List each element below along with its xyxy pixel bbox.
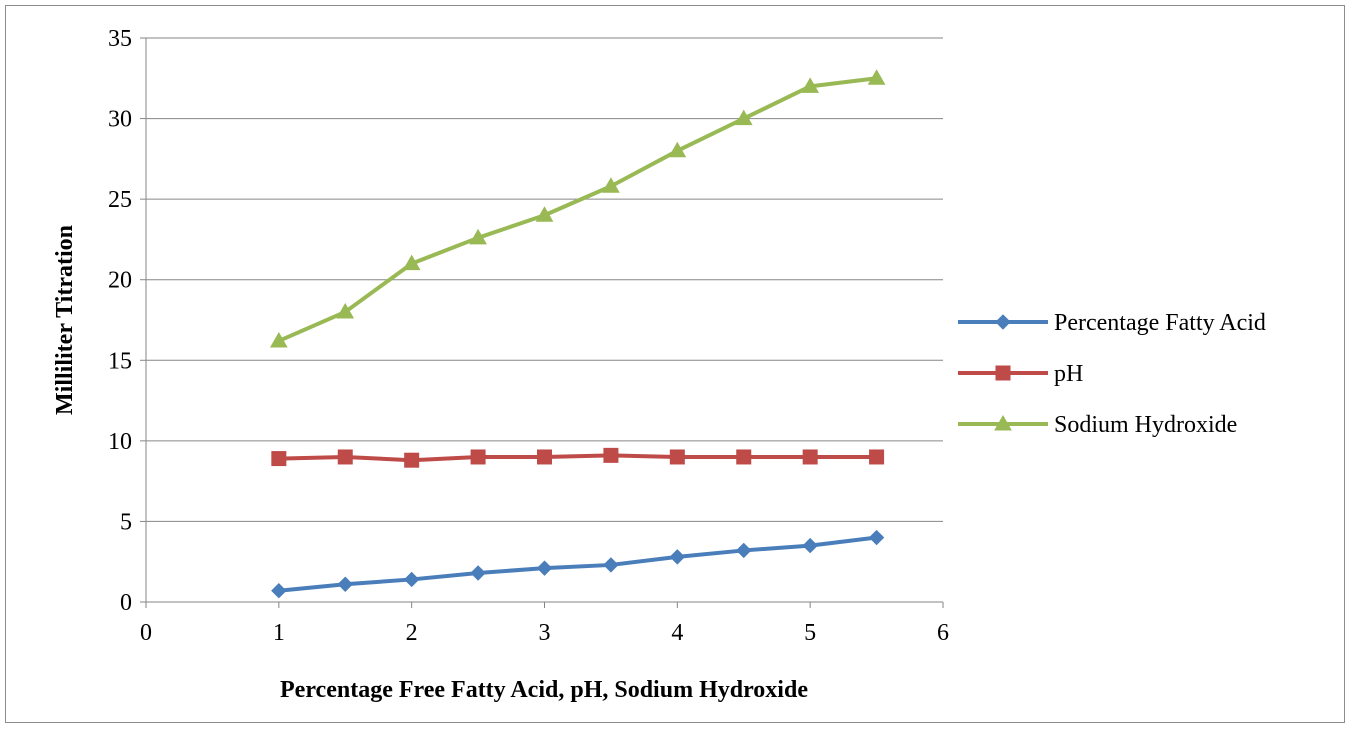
gridlines: [146, 37, 943, 522]
data-point: [271, 451, 287, 467]
legend-item: pH: [958, 361, 1083, 387]
series-percentage-fatty-acid: [271, 529, 885, 599]
x-tick-label: 2: [406, 620, 418, 646]
data-point: [469, 228, 487, 245]
data-point: [470, 449, 486, 465]
series-ph: [271, 447, 885, 468]
data-point: [403, 571, 420, 588]
legend-marker: [995, 314, 1011, 330]
data-point: [470, 565, 486, 581]
data-point: [537, 449, 552, 465]
series-line: [278, 535, 877, 593]
legend-label: Percentage Fatty Acid: [1054, 310, 1266, 336]
data-point: [603, 447, 619, 463]
y-axis: 0 5 10 15 20 25 30 35: [108, 26, 147, 616]
series-sodium-hydroxide: [269, 69, 886, 348]
data-point: [802, 449, 818, 465]
data-point: [669, 549, 686, 565]
x-tick-label: 6: [937, 620, 949, 646]
x-tick-label: 4: [671, 620, 683, 646]
x-tick-label: 1: [273, 620, 285, 646]
y-tick-label: 5: [120, 509, 132, 535]
legend-label: Sodium Hydroxide: [1054, 412, 1237, 438]
data-point: [669, 449, 685, 465]
data-point: [867, 69, 886, 85]
data-point: [868, 529, 885, 546]
data-point: [602, 177, 620, 193]
data-point: [535, 206, 554, 222]
legend-label: pH: [1054, 361, 1083, 387]
data-point: [736, 449, 752, 465]
data-point: [337, 576, 353, 592]
data-point: [402, 254, 421, 271]
legend-item: Sodium Hydroxide: [958, 412, 1237, 438]
data-point: [536, 560, 553, 576]
data-point: [869, 449, 885, 465]
legend: Percentage Fatty Acid pH Sodium Hydroxide: [958, 310, 1266, 438]
data-point: [337, 449, 353, 465]
y-axis-title: Milliliter Titration: [52, 225, 78, 415]
legend-marker: [995, 365, 1011, 381]
data-point: [404, 452, 420, 468]
y-tick-label: 25: [108, 187, 132, 213]
data-point: [801, 77, 820, 93]
x-axis: 0 1 2 3 4 5 6: [140, 601, 949, 646]
y-tick-label: 10: [108, 429, 132, 455]
y-tick-label: 0: [120, 590, 132, 616]
data-point: [668, 141, 687, 158]
legend-marker: [994, 414, 1012, 431]
data-point: [269, 331, 288, 348]
x-tick-label: 0: [140, 620, 152, 646]
y-tick-label: 20: [108, 268, 132, 294]
data-point: [802, 537, 818, 554]
series-line: [278, 453, 877, 463]
series-layer: [269, 69, 886, 599]
y-tick-label: 30: [108, 107, 132, 133]
data-point: [336, 302, 355, 319]
x-tick-label: 5: [804, 620, 816, 646]
legend-item: Percentage Fatty Acid: [958, 310, 1266, 336]
data-point: [271, 583, 287, 599]
data-point: [734, 109, 753, 126]
data-point: [603, 557, 619, 573]
series-line: [278, 76, 877, 343]
y-tick-label: 35: [108, 26, 132, 52]
x-tick-label: 3: [539, 620, 551, 646]
x-axis-title: Percentage Free Fatty Acid, pH, Sodium H…: [280, 677, 808, 703]
data-point: [736, 542, 752, 559]
chart-area: [5, 5, 1345, 723]
y-tick-label: 15: [108, 348, 132, 374]
